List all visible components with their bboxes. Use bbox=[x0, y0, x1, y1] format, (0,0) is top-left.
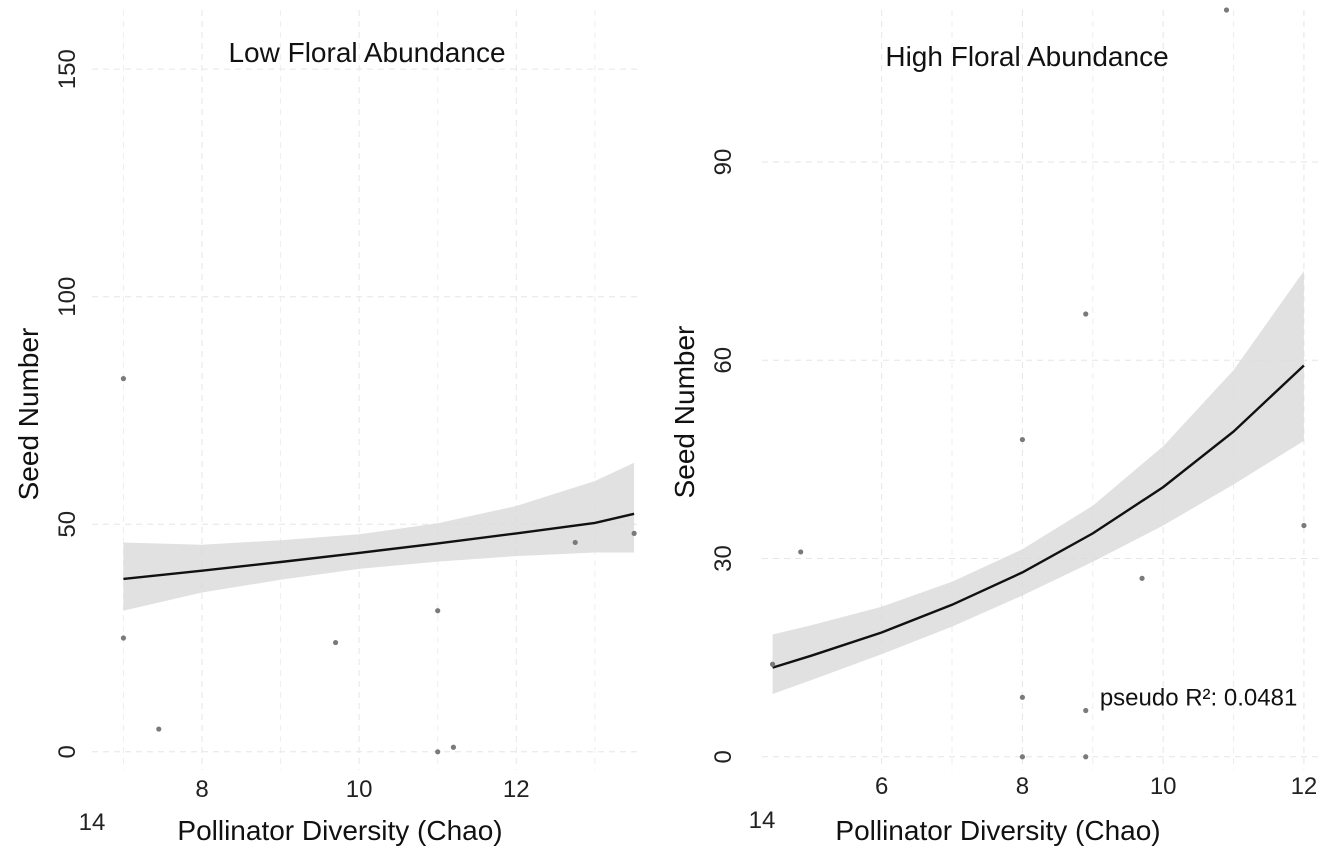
gridlines bbox=[92, 10, 642, 770]
data-point bbox=[120, 376, 127, 382]
fit-line bbox=[772, 364, 1305, 669]
data-point bbox=[1019, 754, 1026, 760]
data-point bbox=[1223, 7, 1230, 13]
y-tick-label: 150 bbox=[54, 49, 81, 89]
confidence-band bbox=[123, 462, 635, 611]
x-axis-label: Pollinator Diversity (Chao) bbox=[835, 815, 1160, 846]
data-point bbox=[156, 726, 162, 732]
x-tick-label: 6 bbox=[875, 773, 888, 800]
y-tick-label: 0 bbox=[710, 750, 737, 763]
gridlines bbox=[762, 10, 1318, 770]
data-points bbox=[120, 376, 637, 755]
data-point bbox=[1083, 754, 1089, 760]
data-point bbox=[572, 539, 578, 546]
data-point bbox=[332, 639, 339, 646]
data-point bbox=[450, 744, 457, 750]
panel-high-floral-abundance: 6 8 10 12 14 0 30 60 90 High Floral Abundance Poll… bbox=[669, 7, 1318, 846]
data-point bbox=[1083, 707, 1089, 714]
data-point bbox=[1019, 694, 1026, 700]
data-points bbox=[769, 7, 1307, 760]
x-tick-label: 12 bbox=[1291, 773, 1318, 800]
confidence-band bbox=[772, 271, 1304, 694]
data-point bbox=[631, 530, 637, 536]
data-point bbox=[1019, 436, 1026, 443]
fit-line bbox=[123, 512, 635, 581]
chart-title: High Floral Abundance bbox=[885, 41, 1168, 72]
data-point bbox=[798, 549, 804, 555]
panel-low-floral-abundance: 8 10 12 14 0 50 100 150 Low Floral Abundance Poll… bbox=[13, 10, 642, 846]
x-tick-label: 12 bbox=[503, 776, 530, 803]
x-tick-label-extra: 14 bbox=[79, 809, 106, 836]
x-tick-label: 8 bbox=[1016, 773, 1029, 800]
y-tick-label: 60 bbox=[710, 347, 737, 374]
y-tick-label: 0 bbox=[54, 745, 81, 758]
data-point bbox=[1301, 522, 1307, 529]
y-axis-label: Seed Number bbox=[669, 326, 700, 499]
x-tick-label-extra: 14 bbox=[749, 807, 776, 834]
pseudo-r2-annotation: pseudo R²: 0.0481 bbox=[1100, 684, 1297, 711]
data-point bbox=[435, 608, 441, 614]
data-point bbox=[1139, 575, 1145, 581]
y-tick-label: 90 bbox=[710, 149, 737, 176]
data-point bbox=[1083, 311, 1089, 317]
y-tick-label: 100 bbox=[54, 277, 81, 317]
x-tick-label: 10 bbox=[346, 776, 373, 803]
x-axis-label: Pollinator Diversity (Chao) bbox=[177, 815, 502, 846]
x-tick-label: 10 bbox=[1150, 773, 1177, 800]
data-point bbox=[120, 635, 127, 641]
x-tick-label: 8 bbox=[195, 776, 208, 803]
data-point bbox=[769, 661, 776, 667]
y-axis-label: Seed Number bbox=[13, 328, 44, 501]
data-point bbox=[435, 749, 441, 755]
y-tick-label: 50 bbox=[54, 511, 81, 538]
y-tick-label: 30 bbox=[710, 545, 737, 572]
chart-title: Low Floral Abundance bbox=[228, 37, 505, 68]
